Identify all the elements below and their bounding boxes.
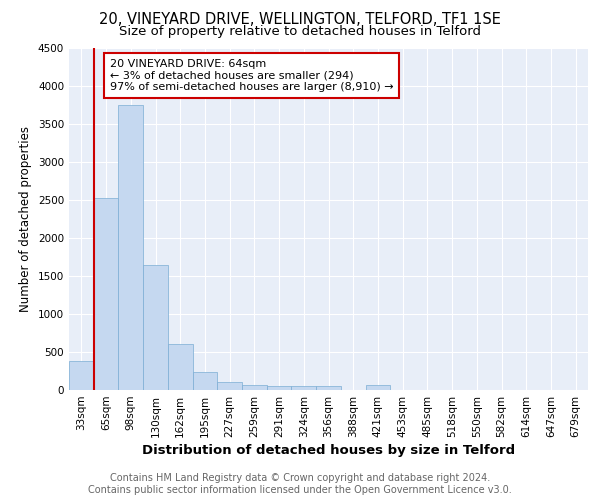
Bar: [242, 385, 267, 390]
Bar: [316, 386, 341, 390]
Bar: [193, 372, 217, 390]
Bar: [292, 386, 316, 390]
Bar: [365, 385, 390, 390]
Bar: [267, 386, 292, 390]
Text: 20, VINEYARD DRIVE, WELLINGTON, TELFORD, TF1 1SE: 20, VINEYARD DRIVE, WELLINGTON, TELFORD,…: [99, 12, 501, 28]
Text: Size of property relative to detached houses in Telford: Size of property relative to detached ho…: [119, 25, 481, 38]
Bar: [94, 198, 118, 390]
Y-axis label: Number of detached properties: Number of detached properties: [19, 126, 32, 312]
Bar: [118, 104, 143, 390]
Text: Contains HM Land Registry data © Crown copyright and database right 2024.
Contai: Contains HM Land Registry data © Crown c…: [88, 474, 512, 495]
Text: 20 VINEYARD DRIVE: 64sqm
← 3% of detached houses are smaller (294)
97% of semi-d: 20 VINEYARD DRIVE: 64sqm ← 3% of detache…: [110, 59, 394, 92]
Bar: [143, 265, 168, 390]
X-axis label: Distribution of detached houses by size in Telford: Distribution of detached houses by size …: [142, 444, 515, 457]
Bar: [168, 344, 193, 390]
Bar: [69, 361, 94, 390]
Bar: [217, 382, 242, 390]
